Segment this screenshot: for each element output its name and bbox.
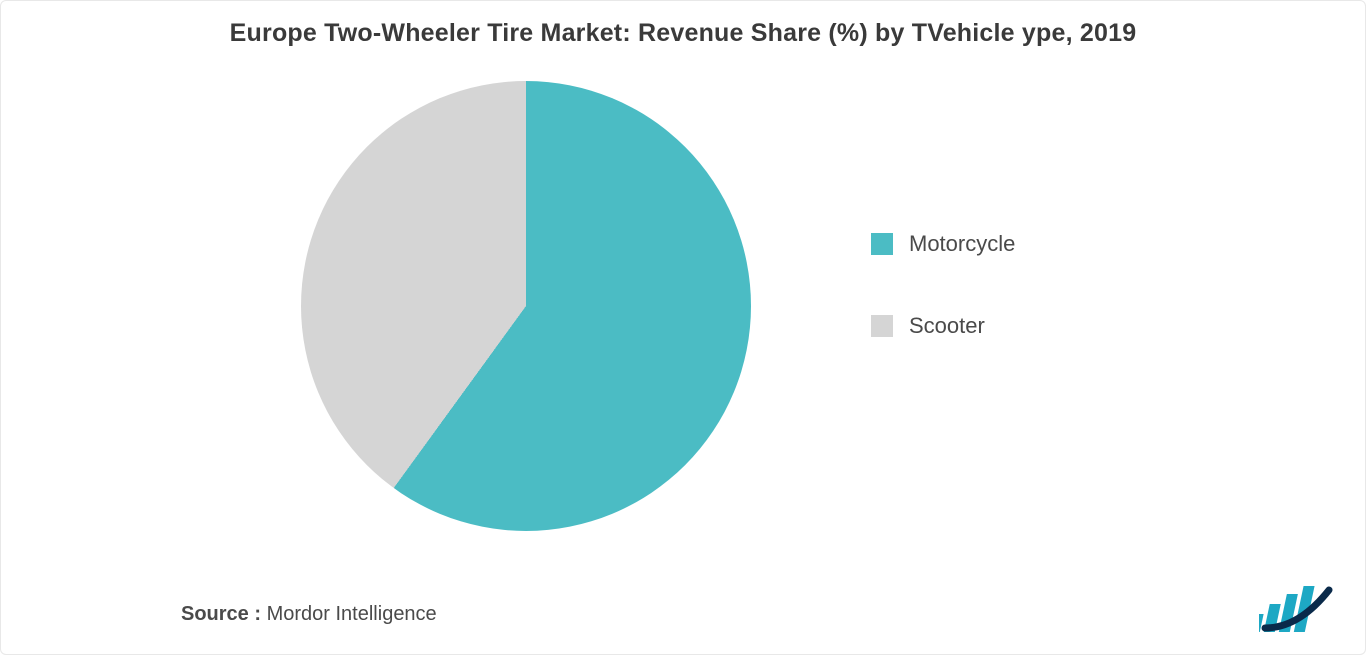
legend: Motorcycle Scooter [871, 231, 1015, 339]
source-label: Source : [181, 603, 261, 625]
legend-label-scooter: Scooter [909, 313, 985, 339]
source-footer: Source : Mordor Intelligence [181, 603, 437, 626]
legend-swatch-scooter [871, 315, 893, 337]
pie-chart [301, 81, 751, 531]
brand-logo [1259, 584, 1333, 632]
legend-item-motorcycle: Motorcycle [871, 231, 1015, 257]
legend-item-scooter: Scooter [871, 313, 1015, 339]
legend-label-motorcycle: Motorcycle [909, 231, 1015, 257]
pie-body [301, 81, 751, 531]
chart-title: Europe Two-Wheeler Tire Market: Revenue … [1, 19, 1365, 48]
legend-swatch-motorcycle [871, 233, 893, 255]
source-name: Mordor Intelligence [267, 603, 437, 625]
mordor-logo-icon [1259, 584, 1333, 632]
